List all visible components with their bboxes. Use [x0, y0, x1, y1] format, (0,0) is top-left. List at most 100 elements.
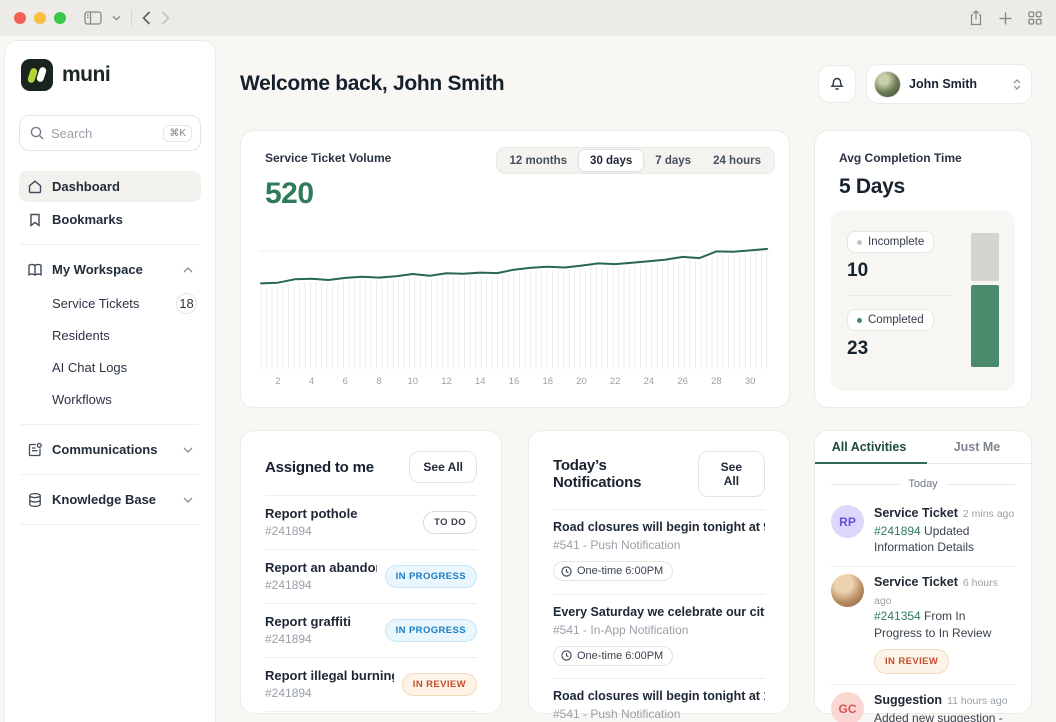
brand-name: muni — [62, 63, 111, 86]
assigned-row[interactable]: Report graffiti #241894 IN PROGRESS — [265, 604, 477, 657]
clock-icon — [561, 565, 572, 577]
notification-row[interactable]: Every Saturday we celebrate our city by … — [553, 595, 765, 679]
sidebar-divider — [21, 424, 199, 425]
sidebar-item-my-workspace[interactable]: My Workspace — [19, 254, 201, 285]
sidebar-item-service-tickets[interactable]: Service Tickets 18 — [19, 287, 201, 319]
svg-text:2: 2 — [275, 376, 280, 387]
assigned-card-title: Assigned to me — [265, 458, 374, 476]
assigned-see-all-button[interactable]: See All — [409, 451, 477, 483]
assigned-row[interactable]: Report illegal burning #241894 IN REVIEW — [265, 658, 477, 711]
feed-item[interactable]: RP Service Ticket 2 mins ago #241894 Upda… — [831, 498, 1015, 566]
assigned-to-me-card: Assigned to me See All Report pothole #2… — [240, 430, 502, 714]
chevron-down-icon — [183, 497, 193, 503]
range-tab-30-days[interactable]: 30 days — [578, 149, 645, 172]
book-open-icon — [27, 262, 43, 278]
search-input[interactable] — [51, 125, 157, 141]
svg-text:30: 30 — [745, 376, 756, 387]
share-icon[interactable] — [969, 10, 983, 26]
row-divider — [265, 603, 477, 604]
panel-divider — [847, 295, 951, 296]
assigned-row[interactable]: Report pothole #241894 TO DO — [265, 496, 477, 549]
completed-dot-icon — [857, 317, 862, 323]
incomplete-dot-icon — [857, 239, 862, 245]
row-divider — [553, 593, 765, 595]
tab-all-activities[interactable]: All Activities — [831, 440, 907, 454]
sidebar-item-communications[interactable]: Communications — [19, 434, 201, 465]
minimize-window-button[interactable] — [34, 12, 46, 24]
communications-icon — [27, 442, 43, 458]
tab-grid-icon[interactable] — [1028, 11, 1042, 25]
sidebar-item-ai-chat-logs[interactable]: AI Chat Logs — [52, 359, 128, 375]
tab-overview-chevron-icon[interactable] — [112, 15, 121, 21]
range-tab-7-days[interactable]: 7 days — [644, 149, 702, 172]
svg-text:20: 20 — [576, 376, 587, 387]
sidebar-item-workflows[interactable]: Workflows — [52, 391, 112, 407]
assigned-row[interactable]: Report an abandoned vehi... #241894 IN P… — [265, 550, 477, 603]
completed-count: 23 — [847, 338, 869, 359]
completion-panel: Incomplete 10 Completed 23 — [831, 211, 1015, 391]
svg-text:14: 14 — [475, 376, 486, 387]
svg-text:6: 6 — [343, 376, 348, 387]
svg-text:28: 28 — [711, 376, 722, 387]
time-range-selector: 12 months 30 days 7 days 24 hours — [495, 147, 775, 174]
volume-value: 520 — [265, 177, 314, 210]
timestamp: 11 hours ago — [947, 695, 1008, 708]
page-title: Welcome back, John Smith — [240, 72, 505, 95]
brand-logo[interactable]: muni — [19, 57, 201, 91]
bell-icon — [829, 74, 845, 94]
row-divider — [831, 684, 1015, 686]
range-tab-12-months[interactable]: 12 months — [499, 149, 579, 172]
todays-notifications-card: Today’s Notifications See All Road closu… — [528, 430, 790, 721]
status-badge-in-review: IN REVIEW — [401, 672, 477, 696]
bookmark-icon — [27, 212, 43, 228]
svg-text:16: 16 — [509, 376, 520, 387]
toolbar-divider — [131, 10, 132, 26]
status-badge-in-review: IN REVIEW — [874, 648, 950, 675]
search-box[interactable]: ⌘K — [19, 115, 201, 151]
feed-item[interactable]: Service Ticket 6 hours ago #241354 From I… — [831, 567, 1015, 684]
chevron-updown-icon — [1013, 78, 1021, 90]
row-divider — [265, 657, 477, 658]
activity-feed-card: All Activities Just Me Today RP Service … — [814, 430, 1032, 722]
sidebar-toggle-icon[interactable] — [84, 11, 102, 25]
browser-titlebar — [0, 0, 1056, 36]
status-badge-in-progress: IN PROGRESS — [384, 618, 477, 642]
chevron-down-icon — [183, 447, 193, 453]
notifications-bell-button[interactable] — [818, 65, 856, 103]
chevron-up-icon — [183, 266, 193, 273]
notification-row[interactable]: Road closures will begin tonight at 9:00… — [553, 510, 765, 594]
user-menu[interactable]: John Smith — [866, 64, 1032, 104]
svg-text:26: 26 — [677, 376, 688, 387]
feed-item[interactable]: GC Suggestion 11 hours ago Added new sugg… — [831, 685, 1015, 722]
zoom-window-button[interactable] — [54, 12, 66, 24]
close-window-button[interactable] — [14, 12, 26, 24]
notification-row[interactable]: Road closures will begin tonight at 11:0… — [553, 689, 765, 721]
row-divider — [265, 711, 477, 712]
tab-just-me[interactable]: Just Me — [953, 440, 1001, 454]
search-icon — [30, 126, 44, 140]
notifications-see-all-button[interactable]: See All — [697, 451, 765, 497]
avatar-initials: GC — [831, 692, 864, 722]
new-tab-plus-icon[interactable] — [999, 12, 1012, 25]
sidebar-divider — [21, 244, 199, 245]
sidebar-divider — [21, 524, 199, 525]
range-tab-24-hours[interactable]: 24 hours — [702, 149, 772, 172]
user-avatar — [874, 70, 901, 98]
notifications-card-title: Today’s Notifications — [553, 457, 642, 491]
row-divider — [553, 509, 765, 510]
forward-button-icon[interactable] — [161, 11, 170, 25]
incomplete-bar-segment — [971, 233, 999, 282]
sidebar-item-residents[interactable]: Residents — [52, 327, 110, 343]
feed-group-divider: Today — [831, 478, 1016, 490]
avatar-initials: RP — [831, 505, 864, 538]
volume-card-title: Service Ticket Volume — [265, 151, 392, 165]
timestamp: 6 hours ago — [874, 577, 998, 607]
sidebar-item-dashboard[interactable]: Dashboard — [19, 171, 201, 202]
completion-stacked-bar — [971, 233, 999, 367]
timestamp: 2 mins ago — [962, 508, 1015, 520]
sidebar-item-knowledge-base[interactable]: Knowledge Base — [19, 484, 201, 515]
sidebar-item-bookmarks[interactable]: Bookmarks — [19, 204, 201, 235]
ticket-ref: #241354 — [874, 609, 921, 624]
back-button-icon[interactable] — [142, 11, 151, 25]
